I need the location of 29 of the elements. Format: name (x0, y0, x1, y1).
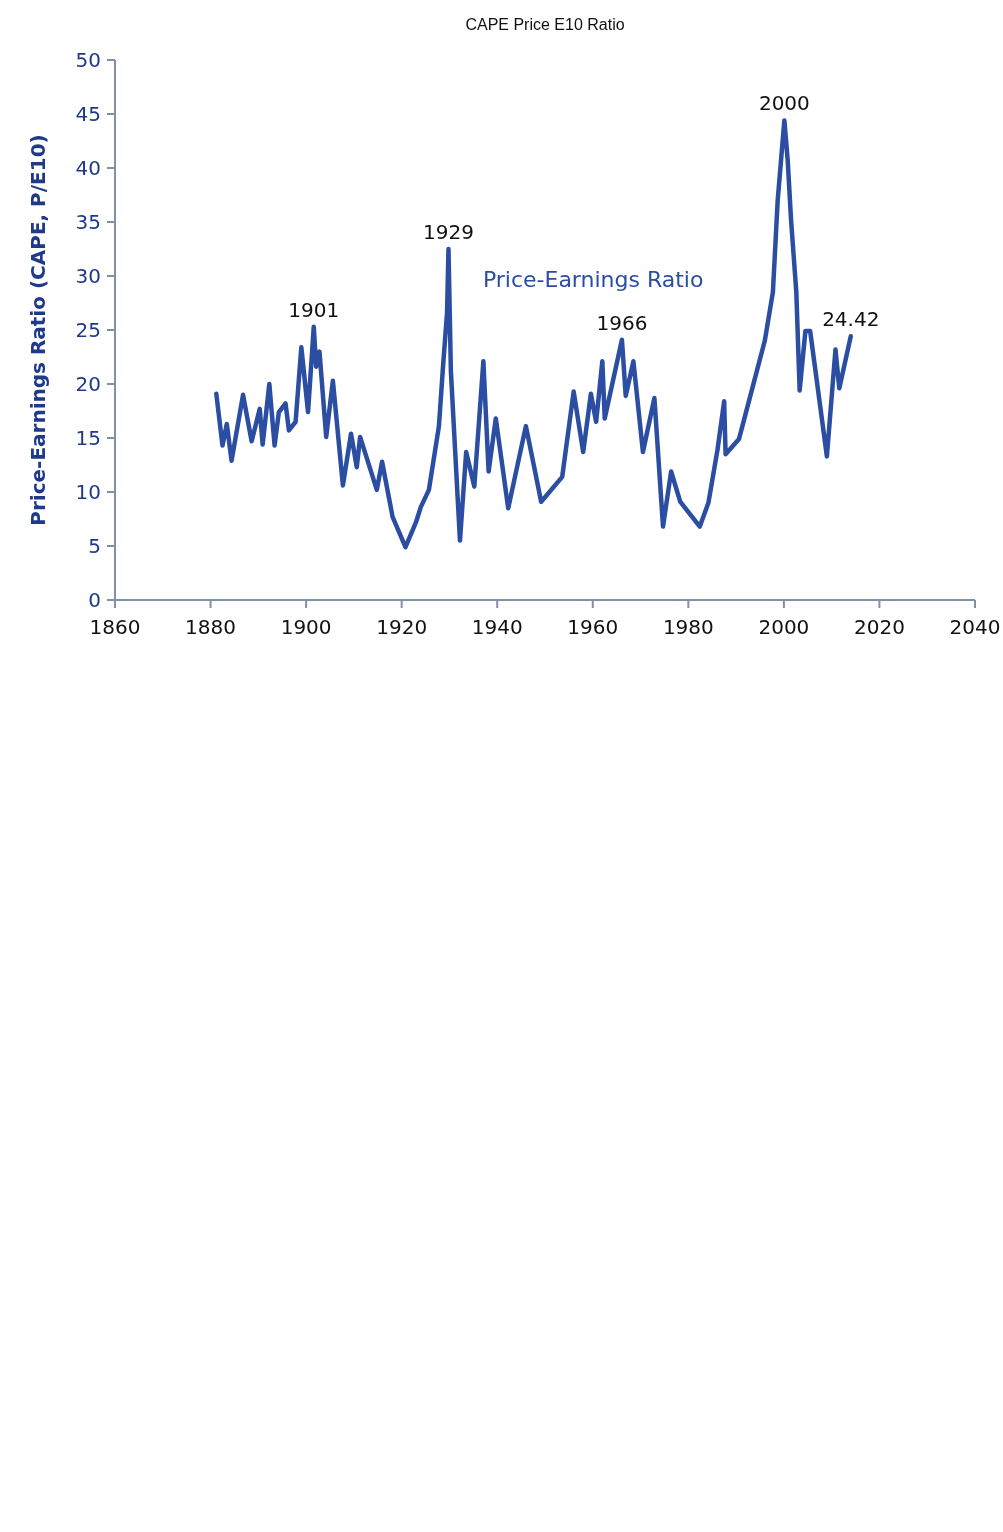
y-tick-label: 50 (75, 48, 101, 72)
y-tick-label: 35 (75, 210, 101, 234)
x-tick-label: 2020 (853, 615, 905, 639)
annotation: 1901 (288, 297, 340, 322)
y-tick-label: 5 (88, 534, 101, 558)
annotation: 1966 (596, 310, 648, 335)
x-tick-label: 2040 (949, 615, 1001, 639)
y-tick-label: 10 (75, 480, 101, 504)
y-tick-label: 15 (75, 426, 101, 450)
y-axis-title: Price-Earnings Ratio (CAPE, P/E10) (26, 134, 50, 526)
x-tick-label: 1980 (662, 615, 714, 639)
annotation: 24.42 (822, 307, 880, 332)
annotation: 1929 (423, 220, 474, 244)
x-tick-label: 2000 (758, 615, 810, 639)
y-tick-label: 0 (88, 588, 101, 612)
x-tick-label: 1880 (185, 615, 237, 639)
y-tick-label: 45 (75, 102, 101, 126)
y-tick-label: 25 (75, 318, 101, 342)
y-tick-label: 40 (75, 156, 101, 180)
x-tick-label: 1920 (376, 615, 428, 639)
x-tick-label: 1860 (89, 615, 141, 639)
annotation: 2000 (758, 91, 810, 116)
x-tick-label: 1900 (280, 615, 332, 639)
series-label: Price-Earnings Ratio (482, 266, 704, 292)
x-tick-label: 1960 (567, 615, 619, 639)
y-tick-label: 20 (75, 372, 101, 396)
chart-title: CAPE Price E10 Ratio (465, 16, 625, 33)
y-tick-label: 30 (75, 264, 101, 288)
x-tick-label: 1940 (471, 615, 523, 639)
